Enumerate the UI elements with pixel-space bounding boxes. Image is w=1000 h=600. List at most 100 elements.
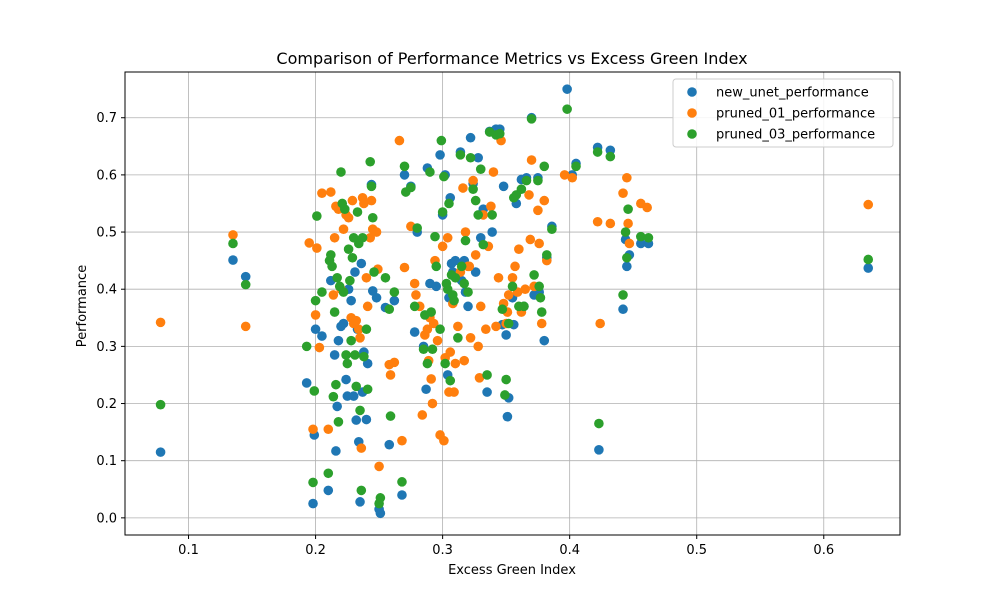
data-point-pruned_03_performance [385, 411, 396, 421]
data-point-new_unet_performance [594, 445, 604, 455]
data-point-new_unet_performance [329, 350, 340, 360]
data-point-new_unet_performance [618, 304, 628, 315]
data-point-pruned_03_performance [367, 212, 378, 223]
data-point-pruned_03_performance [310, 295, 321, 306]
data-point-pruned_03_performance [536, 307, 547, 317]
data-point-new_unet_performance [622, 261, 632, 272]
data-point-pruned_03_performance [437, 207, 448, 217]
data-point-new_unet_performance [435, 150, 445, 160]
data-point-pruned_03_performance [323, 468, 334, 479]
data-point-pruned_01_performance [437, 241, 448, 252]
data-point-new_unet_performance [240, 271, 251, 282]
data-point-pruned_03_performance [409, 301, 420, 312]
legend-label: new_unet_performance [716, 86, 869, 101]
legend-marker [687, 87, 697, 97]
data-point-pruned_01_performance [520, 284, 531, 295]
data-point-pruned_03_performance [465, 152, 476, 163]
data-point-pruned_03_performance [623, 204, 633, 214]
data-point-pruned_03_performance [326, 250, 336, 260]
data-point-pruned_03_performance [622, 252, 632, 263]
data-point-pruned_03_performance [435, 324, 445, 335]
data-point-pruned_01_performance [475, 301, 486, 312]
data-point-pruned_03_performance [453, 332, 463, 343]
data-point-pruned_03_performance [389, 287, 400, 297]
data-point-pruned_03_performance [356, 485, 367, 496]
data-point-new_unet_performance [371, 292, 382, 303]
data-point-pruned_03_performance [240, 279, 251, 290]
data-point-pruned_01_performance [351, 315, 362, 326]
data-point-pruned_03_performance [445, 375, 456, 386]
data-point-pruned_01_performance [428, 318, 439, 329]
data-point-pruned_03_performance [592, 147, 603, 157]
data-point-pruned_03_performance [440, 358, 450, 369]
data-point-pruned_01_performance [481, 324, 491, 335]
data-point-pruned_01_performance [326, 187, 336, 197]
data-point-pruned_01_performance [328, 290, 339, 300]
data-point-pruned_03_performance [562, 104, 572, 114]
data-point-pruned_03_performance [345, 275, 355, 286]
data-point-pruned_03_performance [534, 281, 544, 292]
y-tick-label: 0.0 [96, 511, 117, 526]
data-point-pruned_03_performance [397, 477, 407, 487]
y-tick-label: 0.1 [96, 454, 117, 469]
data-point-pruned_03_performance [339, 204, 350, 214]
data-point-pruned_03_performance [412, 223, 423, 233]
data-point-pruned_03_performance [327, 261, 337, 272]
data-point-new_unet_performance [351, 415, 362, 425]
data-point-new_unet_performance [333, 335, 344, 346]
data-point-new_unet_performance [421, 384, 431, 395]
data-point-new_unet_performance [498, 181, 509, 192]
data-point-pruned_03_performance [547, 224, 557, 234]
data-point-pruned_01_performance [460, 227, 471, 237]
data-point-pruned_01_performance [356, 443, 367, 453]
data-point-new_unet_performance [450, 255, 461, 266]
data-point-pruned_01_performance [439, 435, 449, 446]
data-point-new_unet_performance [341, 374, 351, 385]
data-point-pruned_03_performance [350, 350, 360, 360]
data-point-new_unet_performance [332, 401, 342, 412]
data-point-pruned_03_performance [380, 272, 391, 283]
data-point-pruned_01_performance [304, 238, 315, 248]
data-point-pruned_03_performance [863, 254, 874, 265]
data-point-pruned_03_performance [399, 161, 410, 172]
plot-frame [124, 71, 901, 536]
data-point-new_unet_performance [301, 378, 312, 388]
data-point-pruned_01_performance [394, 135, 405, 146]
data-point-pruned_03_performance [343, 244, 354, 254]
data-point-pruned_03_performance [342, 358, 353, 369]
data-point-new_unet_performance [308, 498, 318, 509]
data-point-new_unet_performance [539, 335, 550, 346]
data-point-new_unet_performance [636, 238, 646, 249]
data-point-pruned_01_performance [474, 373, 485, 383]
data-point-pruned_01_performance [409, 278, 420, 289]
data-point-pruned_01_performance [863, 199, 874, 210]
data-point-pruned_01_performance [533, 205, 543, 216]
data-point-pruned_03_performance [463, 287, 473, 297]
data-point-pruned_03_performance [473, 210, 483, 220]
data-point-pruned_03_performance [425, 167, 435, 177]
data-point-pruned_03_performance [338, 287, 349, 297]
data-point-pruned_01_performance [353, 324, 364, 335]
data-point-new_unet_performance [331, 446, 341, 456]
data-point-pruned_01_performance [510, 261, 520, 272]
data-point-pruned_03_performance [228, 238, 238, 249]
data-point-pruned_01_performance [536, 318, 547, 329]
data-point-new_unet_performance [375, 508, 386, 519]
data-point-new_unet_performance [482, 387, 492, 397]
y-tick-label: 0.7 [96, 111, 117, 126]
data-point-pruned_01_performance [366, 195, 377, 206]
data-point-pruned_01_performance [622, 172, 632, 183]
x-tick-label: 0.2 [305, 543, 326, 558]
data-point-new_unet_performance [346, 295, 356, 306]
data-point-new_unet_performance [323, 485, 334, 496]
data-point-pruned_03_performance [497, 304, 508, 315]
data-point-pruned_01_performance [338, 224, 349, 234]
data-point-pruned_01_performance [507, 272, 518, 283]
data-point-pruned_01_performance [605, 218, 616, 229]
data-point-pruned_03_performance [369, 267, 379, 277]
data-point-new_unet_performance [473, 152, 483, 163]
data-point-pruned_01_performance [426, 374, 436, 384]
data-point-pruned_01_performance [411, 290, 421, 300]
data-point-pruned_01_performance [422, 324, 433, 335]
